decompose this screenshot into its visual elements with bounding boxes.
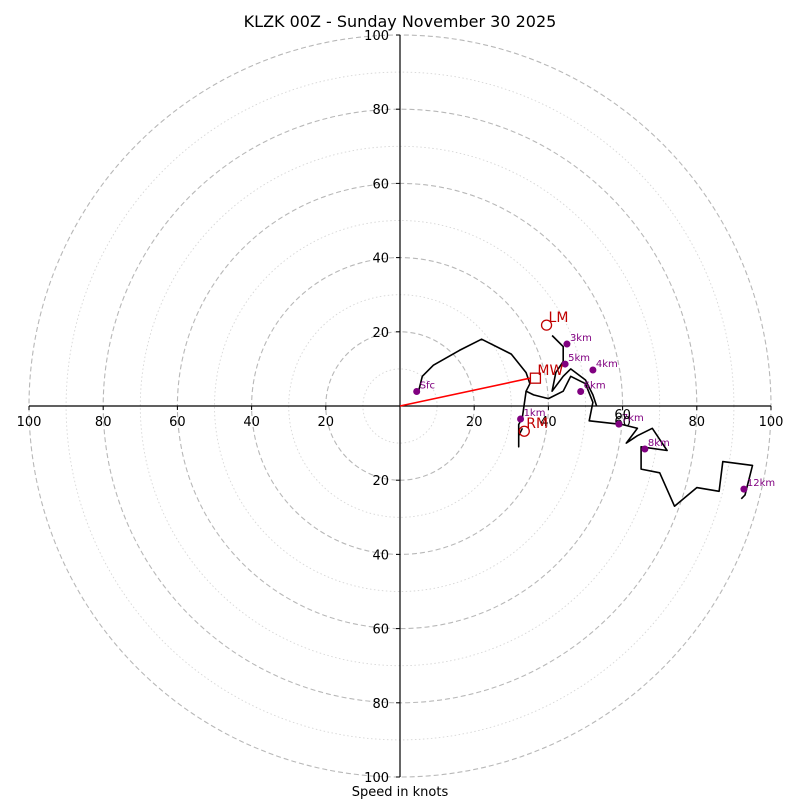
y-tick-label: 40 (372, 548, 389, 563)
y-tick-label: 100 (364, 29, 389, 44)
storm-motion-vector (399, 377, 531, 407)
annotations: 60 (614, 408, 631, 423)
y-tick-label: 60 (372, 177, 389, 192)
hodograph-traces (417, 334, 754, 508)
y-tick-label: 100 (364, 771, 389, 786)
motion-marker-circle (518, 425, 530, 437)
hodograph-line (551, 334, 598, 407)
x-tick-label: 100 (17, 415, 42, 430)
tick-labels: 100 100 80 80 60 60 40 40 20 20 20 20 40 40 60 60 80 80 10… (17, 29, 784, 786)
x-axis-label: Speed in knots (352, 785, 449, 800)
motion-marker-label: RM (526, 416, 548, 432)
x-tick-label: 40 (243, 415, 260, 430)
motion-marker-label: LM (549, 310, 569, 326)
height-marker-label: 3km (570, 333, 592, 344)
height-marker (740, 485, 748, 493)
height-marker-label: 7km (622, 413, 644, 424)
hodograph-line (417, 338, 754, 508)
height-marker (413, 388, 421, 396)
y-tick-label: 20 (372, 326, 389, 341)
x-tick-label: 100 (759, 415, 784, 430)
x-tick-label: 20 (318, 415, 335, 430)
height-marker (561, 360, 569, 368)
chart-title: KLZK 00Z - Sunday November 30 2025 (244, 12, 557, 31)
x-tick-label: 80 (689, 415, 706, 430)
height-marker (589, 366, 597, 374)
height-markers: Sfc 1km 3km 4km 5km 6km 7km 8km 12km (413, 333, 775, 493)
motion-marker-square (529, 372, 542, 384)
x-tick-label: 80 (95, 415, 112, 430)
height-marker-label: 6km (584, 381, 606, 392)
x-tick-label: 40 (540, 415, 557, 430)
x-tick-label: 20 (466, 415, 483, 430)
height-marker (615, 420, 623, 428)
x-tick-label: 60 (169, 415, 186, 430)
y-tick-label: 60 (372, 623, 389, 638)
height-marker-label: 4km (596, 359, 618, 370)
height-marker-label: 1km (524, 408, 546, 419)
y-tick-label: 40 (372, 252, 389, 267)
height-marker-label: 5km (568, 353, 590, 364)
y-tick-label: 20 (372, 474, 389, 489)
y-tick-label: 80 (372, 697, 389, 712)
motion-markers: LM MW RM (518, 310, 569, 437)
motion-marker-label: MW (537, 363, 563, 379)
height-marker-label: 8km (648, 438, 670, 449)
y-tick-label: 80 (372, 103, 389, 118)
height-marker (517, 415, 525, 423)
height-marker (641, 445, 649, 453)
height-marker-label: Sfc (420, 381, 435, 392)
hodograph-line (517, 391, 527, 448)
height-marker-label: 12km (747, 478, 775, 489)
height-marker (577, 388, 585, 396)
motion-marker-circle (540, 319, 553, 331)
annotation-label: 60 (614, 408, 631, 423)
height-marker (563, 340, 571, 348)
mean-wind-vector (399, 377, 531, 407)
